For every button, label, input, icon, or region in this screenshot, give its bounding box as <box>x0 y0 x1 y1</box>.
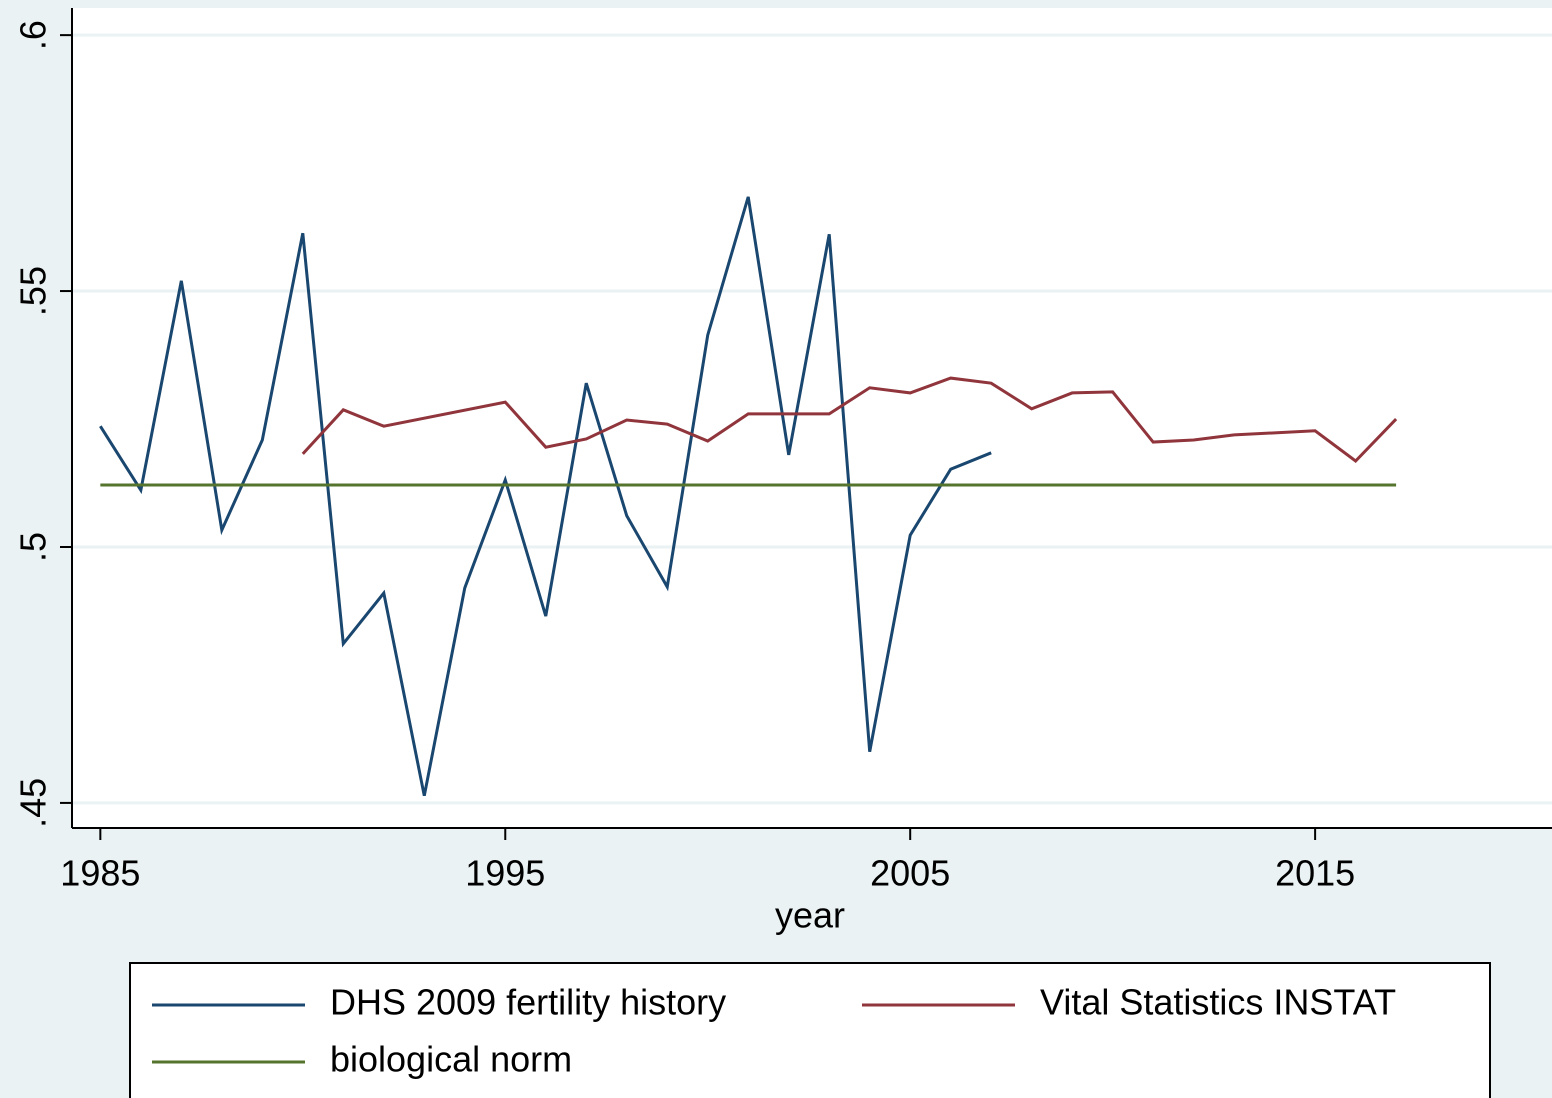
y-tick-label: .6 <box>13 20 54 50</box>
data-line <box>301 376 1398 463</box>
legend-label: DHS 2009 fertility history <box>330 982 726 1023</box>
y-tick-label: .55 <box>13 266 54 316</box>
x-tick-label: 1995 <box>465 853 545 894</box>
x-tick-label: 2015 <box>1275 853 1355 894</box>
x-tick-label: 1985 <box>60 853 140 894</box>
legend-label: biological norm <box>330 1039 572 1080</box>
y-tick-label: .45 <box>13 778 54 828</box>
x-axis-title: year <box>775 895 845 936</box>
y-tick-label: .5 <box>13 532 54 562</box>
x-tick-label: 2005 <box>870 853 950 894</box>
legend-label: Vital Statistics INSTAT <box>1040 982 1396 1023</box>
legend <box>129 962 1491 1098</box>
plot-area <box>72 8 1552 828</box>
